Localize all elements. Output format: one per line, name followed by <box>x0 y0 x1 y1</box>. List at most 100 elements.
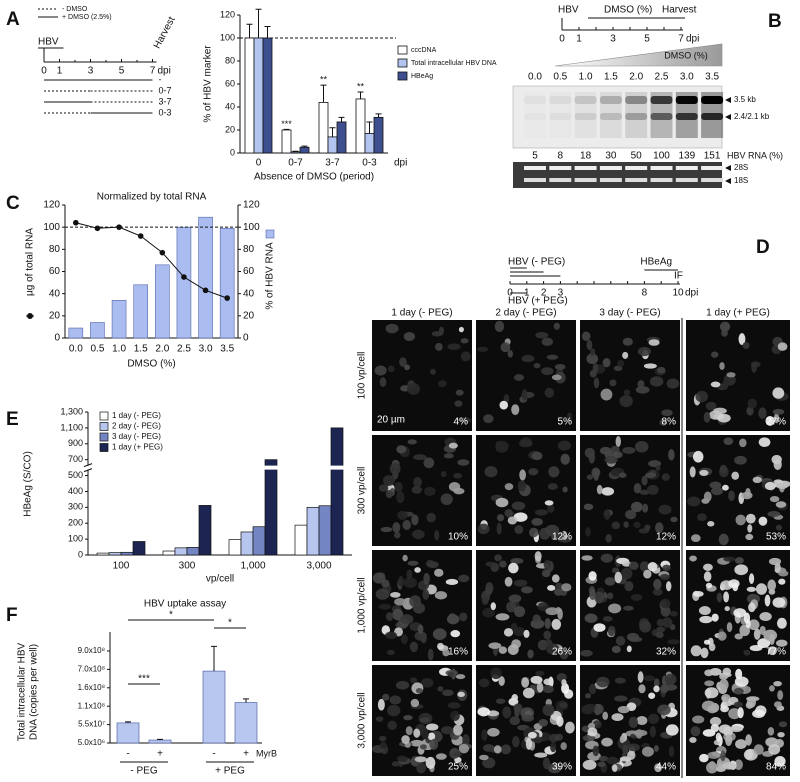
y-tick-label: 7.0x10⁸ <box>78 665 105 674</box>
bar <box>116 722 140 744</box>
rrna-band <box>675 178 698 182</box>
legend-swatch <box>397 71 408 81</box>
cell <box>531 451 543 461</box>
lane-label: 3.5 <box>705 72 719 83</box>
cell <box>496 514 505 522</box>
column-header: 1 day (- PEG) <box>391 308 452 319</box>
cell <box>527 731 537 739</box>
group-label: + PEG <box>215 766 245 777</box>
significance: * <box>228 618 232 629</box>
cell <box>543 630 552 640</box>
cell <box>758 516 768 526</box>
x-axis-title: Absence of DMSO (period) <box>254 172 374 183</box>
y-tick-label: 120 <box>220 9 235 19</box>
cell <box>462 734 470 746</box>
cell <box>735 739 747 750</box>
cell <box>704 687 719 699</box>
bar <box>299 146 310 154</box>
cell <box>755 583 768 595</box>
cell <box>614 695 628 702</box>
rna-band <box>675 113 698 120</box>
row-label: 1,000 vp/cell <box>357 577 368 633</box>
infection-label: HBV <box>38 37 59 48</box>
cell <box>628 716 639 728</box>
cell <box>604 577 616 586</box>
cell <box>394 481 403 493</box>
cell <box>479 754 489 761</box>
cell <box>630 501 643 513</box>
bar <box>327 136 338 154</box>
cell <box>434 568 444 577</box>
cell <box>396 491 405 504</box>
cell <box>399 357 407 367</box>
cell <box>582 734 596 742</box>
cell <box>415 687 423 694</box>
rrna-band <box>524 166 546 170</box>
bar <box>186 547 200 556</box>
x-axis-title: DMSO (%) <box>127 359 175 370</box>
cell <box>723 556 736 562</box>
x-tick-label: 0.0 <box>69 344 83 355</box>
cell <box>726 622 733 633</box>
cell <box>609 379 617 387</box>
cell <box>535 332 549 339</box>
bar <box>198 505 212 556</box>
cell <box>653 745 659 752</box>
cell <box>545 607 559 616</box>
cell <box>536 682 544 693</box>
cell <box>554 733 564 741</box>
cell <box>644 524 651 531</box>
line <box>75 222 228 299</box>
cell <box>661 473 670 481</box>
cell <box>478 678 490 688</box>
cell <box>704 680 715 687</box>
bar <box>281 129 292 154</box>
cell <box>395 680 410 690</box>
x-tick-label: 1,000 <box>240 561 265 572</box>
cell <box>414 756 428 763</box>
y-tick-label: 1.6x10⁸ <box>78 683 105 692</box>
cell <box>561 679 567 687</box>
cell <box>653 578 662 590</box>
bar <box>176 226 192 339</box>
cell <box>487 727 500 737</box>
cell <box>458 326 464 333</box>
cell <box>611 521 621 530</box>
cell <box>639 561 650 572</box>
cell <box>724 606 730 612</box>
rrna-band <box>625 178 648 182</box>
cell <box>648 713 659 725</box>
bar <box>318 505 332 556</box>
cell <box>407 560 419 566</box>
cell <box>442 649 450 657</box>
cell <box>581 331 591 341</box>
cell <box>729 725 743 733</box>
cell <box>493 745 502 754</box>
cell <box>738 333 746 345</box>
cell <box>624 581 634 592</box>
cell <box>659 418 668 426</box>
cell <box>427 732 436 741</box>
cell <box>455 674 466 680</box>
cell <box>476 346 489 352</box>
cell <box>718 533 729 546</box>
cell <box>772 408 785 415</box>
error-bar <box>329 127 336 137</box>
cell <box>707 705 718 714</box>
cell <box>420 632 427 644</box>
cell <box>545 524 560 537</box>
cell <box>708 643 716 652</box>
cell <box>498 646 508 654</box>
cell <box>710 351 719 358</box>
cell <box>689 737 697 743</box>
cell <box>513 512 528 522</box>
infection-label: HBV (+ PEG) <box>508 296 568 307</box>
cell <box>635 386 650 394</box>
cell <box>458 574 470 583</box>
cell <box>423 572 430 585</box>
cell <box>728 490 735 502</box>
cell <box>722 484 729 491</box>
micrograph <box>686 320 790 431</box>
x-tick-label: 2.5 <box>177 344 191 355</box>
cell <box>717 413 731 423</box>
